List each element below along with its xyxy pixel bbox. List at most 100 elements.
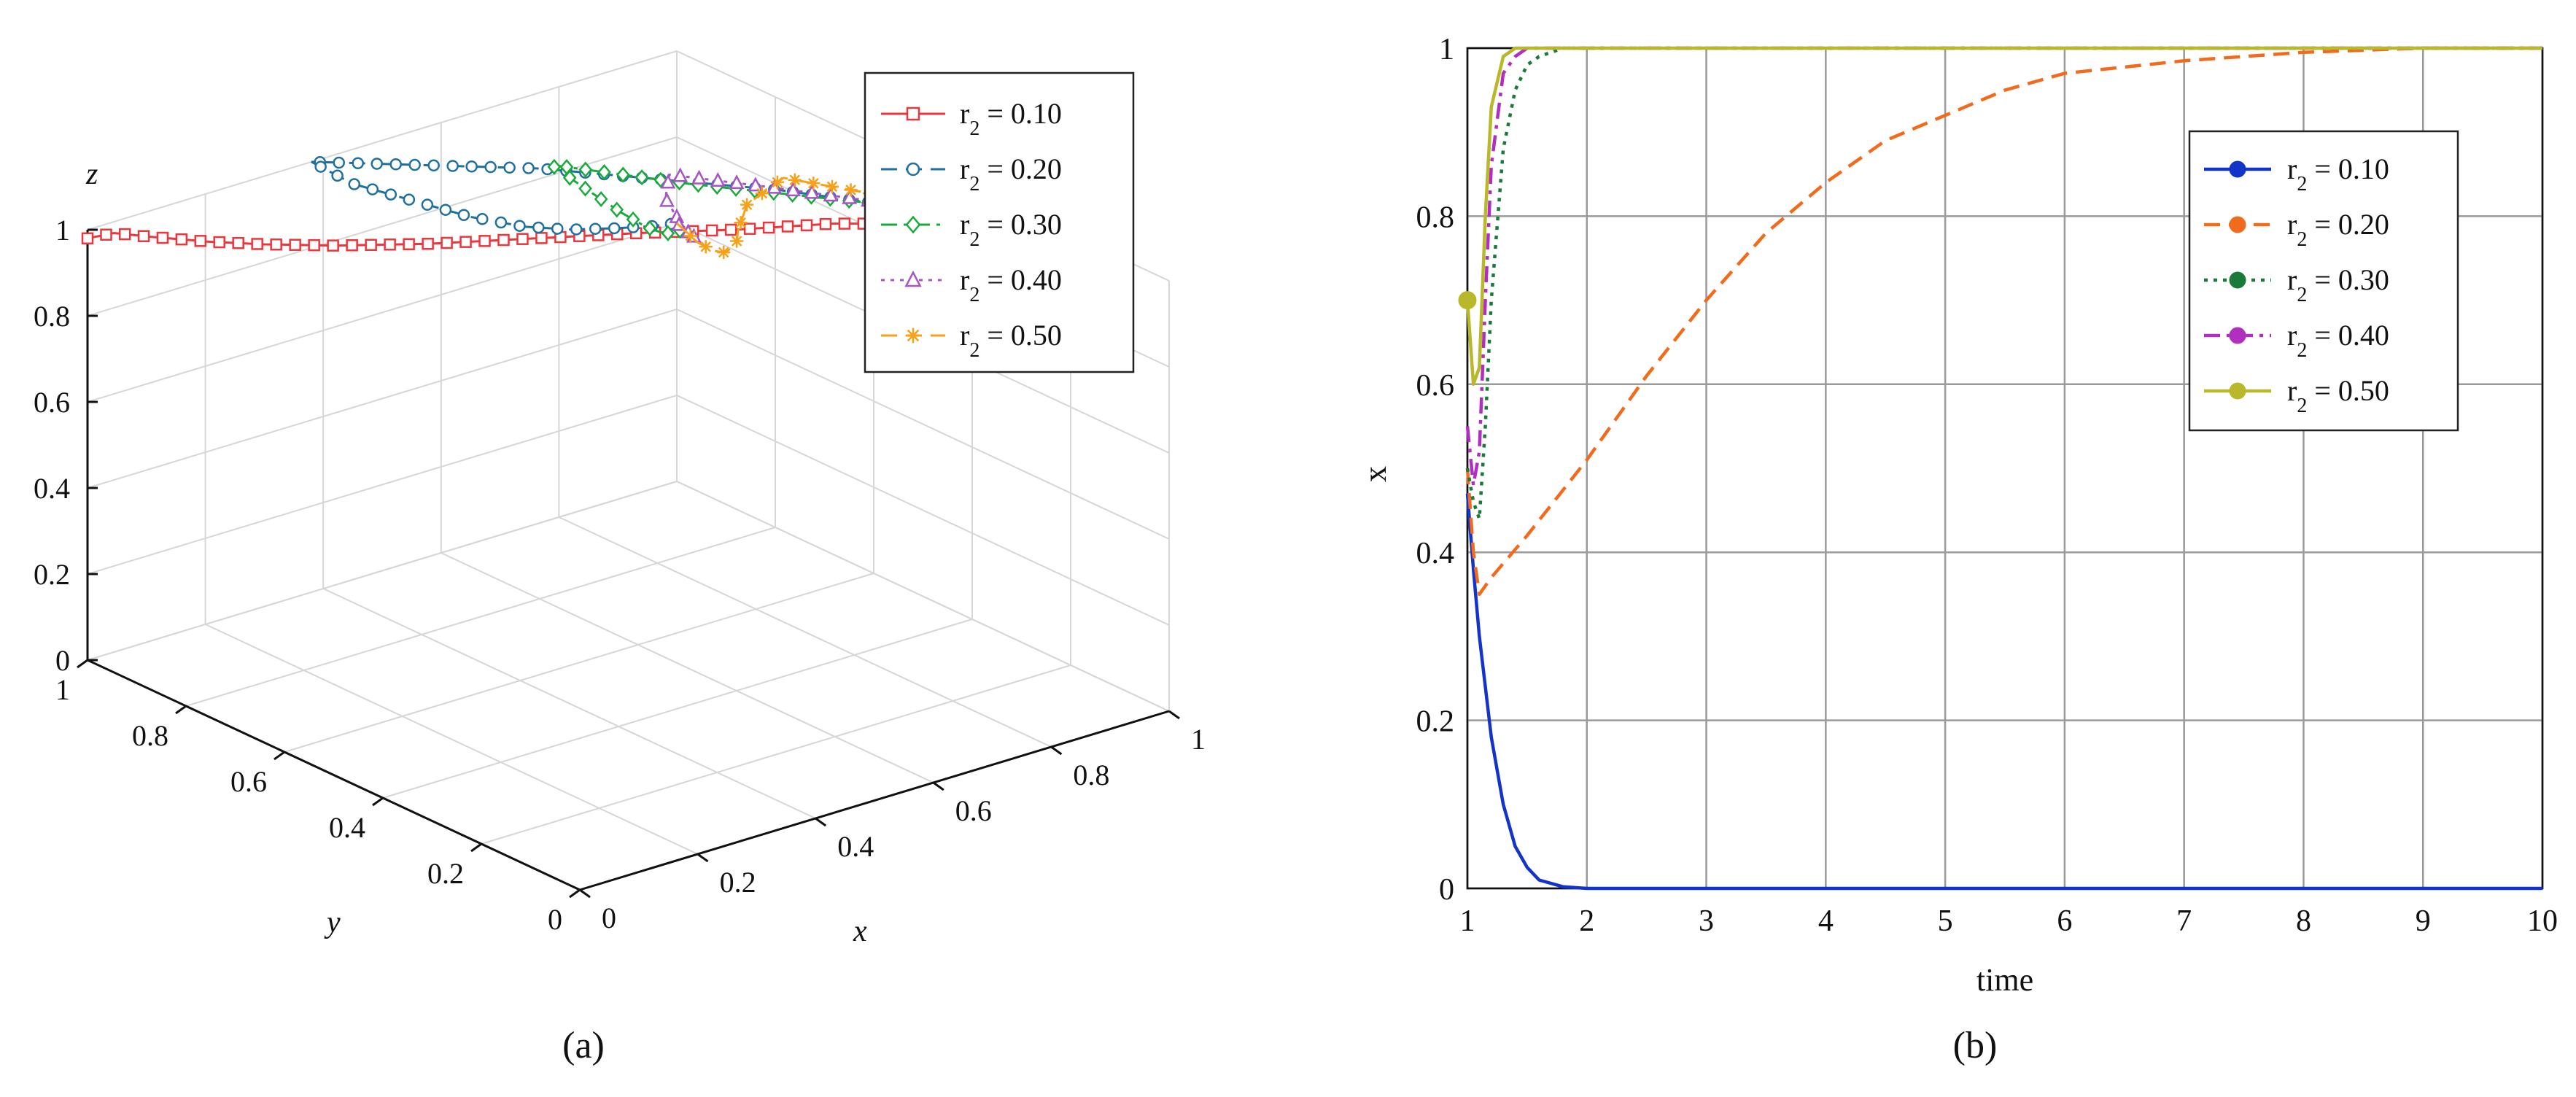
x-axis-label-3d: x <box>853 915 867 948</box>
legend-label: r2 = 0.30 <box>2287 263 2389 306</box>
data-point <box>844 183 858 197</box>
data-point <box>422 238 434 250</box>
data-point <box>589 222 602 235</box>
y-tick-label: 0.2 <box>427 857 464 890</box>
legend-marker <box>905 215 921 234</box>
legend-marker <box>2229 216 2246 233</box>
series-line-0_50 <box>1465 46 2542 387</box>
chart-3d-trajectories: 00.20.40.60.8100.20.40.60.8100.20.40.60.… <box>34 50 1206 948</box>
legend-label: r2 = 0.10 <box>960 97 1062 140</box>
data-point <box>724 223 737 236</box>
data-point <box>331 169 344 182</box>
x-tick-label: 7 <box>2176 904 2192 938</box>
data-point <box>427 159 440 172</box>
data-point <box>403 238 415 251</box>
data-point <box>333 156 345 169</box>
legend-2d: r2 = 0.10 r2 = 0.20 r2 = 0.30 r2 = 0.40 r2 =… <box>2188 130 2459 432</box>
data-point <box>597 164 611 181</box>
x-tick-label: 8 <box>2296 904 2311 938</box>
data-point <box>327 239 339 252</box>
data-point <box>476 213 489 225</box>
y-tick-label: 0.6 <box>1416 369 1455 403</box>
x-tick-label: 0 <box>602 902 616 934</box>
data-point <box>730 234 744 248</box>
data-point <box>289 239 301 251</box>
data-point <box>346 239 358 252</box>
data-point <box>819 217 832 230</box>
x-tick-label: 0.4 <box>837 830 874 863</box>
data-point <box>578 180 592 197</box>
data-point <box>770 175 785 190</box>
data-point <box>497 233 510 247</box>
z-tick-label: 0.2 <box>34 558 70 591</box>
data-point-stroke <box>741 199 753 210</box>
y-tick-mark <box>175 705 187 715</box>
data-point <box>610 201 624 218</box>
grid-line <box>87 481 678 661</box>
data-point <box>691 169 707 185</box>
data-point <box>439 203 452 216</box>
data-point-stroke <box>772 177 783 188</box>
legend-marker <box>906 106 920 121</box>
data-point <box>494 216 508 229</box>
x-tick-label: 1 <box>1460 904 1475 938</box>
data-point <box>251 238 263 250</box>
data-point <box>570 223 583 236</box>
data-point <box>459 236 472 248</box>
data-point <box>800 219 813 232</box>
data-point <box>653 171 668 188</box>
data-point <box>562 169 577 186</box>
data-point <box>137 230 150 242</box>
legend-marker <box>2229 327 2246 344</box>
series-line-0_20 <box>1465 46 2542 597</box>
data-point-stroke <box>718 247 729 258</box>
x-axis-line <box>579 710 1170 891</box>
data-point <box>365 239 377 252</box>
data-point <box>608 222 621 235</box>
y-tick-label: 0.4 <box>329 811 365 844</box>
grid-line <box>87 136 678 317</box>
series-group-2d <box>1458 46 2542 891</box>
x-tick-mark <box>1168 710 1180 720</box>
y-tick-label: 1 <box>1439 33 1454 66</box>
data-point <box>384 239 396 251</box>
data-point <box>643 220 657 236</box>
y-axis-label-3d: y <box>324 906 341 939</box>
data-point <box>194 235 207 247</box>
data-point <box>446 160 459 172</box>
x-tick-label: 4 <box>1818 904 1834 938</box>
data-point <box>661 225 675 241</box>
grid-3d <box>87 50 1170 891</box>
data-point <box>788 173 802 187</box>
caption-b: (b) <box>1953 1025 1998 1066</box>
data-point-stroke <box>789 174 801 186</box>
caption-a: (a) <box>562 1025 605 1066</box>
data-point <box>465 160 478 173</box>
x-tick-mark <box>932 781 944 791</box>
x-tick-mark <box>815 817 827 827</box>
y-tick-mark <box>273 751 285 761</box>
grid-line <box>481 664 1071 845</box>
y-tick-label: 1 <box>55 673 70 706</box>
grid-line <box>676 395 1170 626</box>
x-tick-label: 9 <box>2416 904 2431 938</box>
y-axis-line <box>87 659 581 891</box>
legend-label: r2 = 0.30 <box>960 208 1062 251</box>
series-line <box>675 177 1057 254</box>
data-point <box>743 222 756 235</box>
legend-label: r2 = 0.50 <box>2287 374 2389 417</box>
legend-label: r2 = 0.20 <box>960 152 1062 195</box>
x-tick-label: 3 <box>1699 904 1714 938</box>
data-point <box>683 229 697 243</box>
data-point <box>838 217 851 230</box>
data-point <box>804 184 820 199</box>
tick-labels-2d: 1 2 3 4 5 6 7 8 9 10 0 0.2 0.4 0.6 0.8 1 <box>1416 33 2558 938</box>
start-marker <box>1458 291 1477 310</box>
legend-marker-stroke <box>907 329 920 342</box>
legend-label: r2 = 0.50 <box>960 319 1062 362</box>
data-point-stroke <box>826 181 838 193</box>
data-point-stroke <box>735 217 746 228</box>
grid-line <box>284 573 874 753</box>
z-tick-label: 0.4 <box>34 472 70 505</box>
grid-line <box>676 309 1170 540</box>
